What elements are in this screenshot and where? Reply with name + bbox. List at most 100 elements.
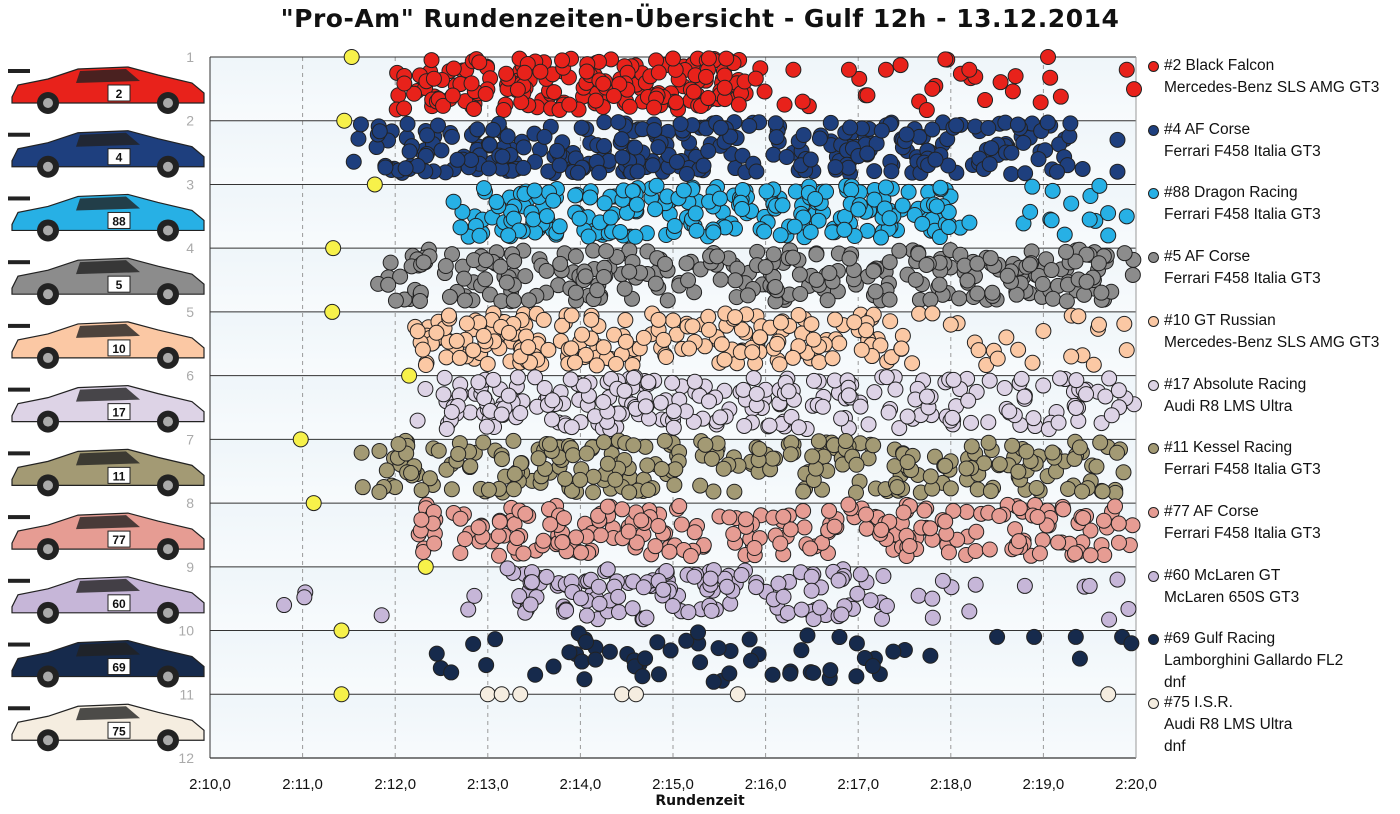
legend-marker xyxy=(1148,124,1159,136)
legend-entry-car: Mercedes-Benz SLS AMG GT3 xyxy=(1164,79,1380,96)
lap-point xyxy=(716,79,733,96)
lap-point xyxy=(840,496,857,513)
lap-point xyxy=(505,481,522,498)
lap-point xyxy=(785,61,802,78)
lap-point xyxy=(470,519,487,536)
lap-point xyxy=(859,87,876,104)
lap-point xyxy=(1118,342,1135,359)
legend-marker xyxy=(1148,61,1159,72)
lap-point xyxy=(827,311,844,328)
lap-point xyxy=(747,70,764,87)
lap-point xyxy=(807,190,824,207)
lap-point xyxy=(727,309,744,326)
lap-point xyxy=(525,211,542,228)
lap-point xyxy=(452,544,469,561)
lap-point xyxy=(686,524,703,541)
lap-point xyxy=(296,589,313,606)
lap-point xyxy=(742,652,759,669)
lap-point xyxy=(989,628,1006,645)
lap-point xyxy=(769,335,786,352)
lap-point xyxy=(744,344,761,361)
lap-point xyxy=(901,538,918,555)
lap-point xyxy=(377,159,394,176)
lap-point xyxy=(470,374,487,391)
lap-point xyxy=(891,242,908,259)
lap-point xyxy=(931,276,948,293)
lap-point xyxy=(481,136,498,153)
lap-point xyxy=(512,405,529,422)
lap-point xyxy=(544,411,561,428)
lap-point xyxy=(737,511,754,528)
lap-point xyxy=(961,603,978,620)
car-hub xyxy=(163,98,173,108)
lap-point xyxy=(934,572,951,589)
lap-point xyxy=(1052,370,1069,387)
lap-point xyxy=(726,483,743,500)
lap-point xyxy=(541,436,558,453)
lap-point xyxy=(444,87,461,104)
lap-point xyxy=(582,189,599,206)
lap-point xyxy=(931,229,948,246)
lap-point xyxy=(627,228,644,245)
car-number-plate xyxy=(107,148,131,166)
lap-point xyxy=(734,200,751,217)
lap-point xyxy=(775,588,792,605)
car-number: 17 xyxy=(112,406,126,420)
lap-point xyxy=(647,275,664,292)
lap-point xyxy=(767,278,784,295)
lap-point xyxy=(451,349,468,366)
lap-point xyxy=(867,283,884,300)
lap-point xyxy=(833,410,850,427)
lap-point xyxy=(664,597,681,614)
lap-point xyxy=(667,461,684,478)
lap-point xyxy=(735,381,752,398)
lap-point xyxy=(996,380,1013,397)
lap-point xyxy=(727,272,744,289)
lap-point xyxy=(646,122,663,139)
lap-point xyxy=(1123,635,1140,652)
lap-point xyxy=(948,117,965,134)
lap-point xyxy=(399,115,416,132)
lap-point xyxy=(633,512,650,529)
lap-point xyxy=(887,381,904,398)
lap-point xyxy=(477,252,494,269)
lap-point xyxy=(598,243,615,260)
car-wing xyxy=(8,196,30,201)
lap-point xyxy=(471,54,488,71)
lap-point xyxy=(477,85,494,102)
lap-point xyxy=(761,417,778,434)
lap-point xyxy=(1029,508,1046,525)
lap-point xyxy=(610,588,627,605)
lap-point xyxy=(602,209,619,226)
lap-point xyxy=(397,160,414,177)
lap-point xyxy=(940,544,957,561)
best-lap-marker xyxy=(333,686,350,703)
lap-point xyxy=(840,61,857,78)
lap-point xyxy=(475,434,492,451)
lap-point xyxy=(1035,323,1052,340)
lap-point xyxy=(924,609,941,626)
lap-point xyxy=(487,631,504,648)
lap-point xyxy=(562,371,579,388)
lap-point xyxy=(692,477,709,494)
lap-point xyxy=(910,245,927,262)
lap-point xyxy=(709,248,726,265)
lap-point xyxy=(1024,354,1041,371)
car-hub xyxy=(163,289,173,300)
lap-point xyxy=(588,357,605,374)
y-tick-label: 8 xyxy=(186,495,194,511)
lap-point xyxy=(1050,534,1067,551)
lap-point xyxy=(1018,443,1035,460)
lap-point xyxy=(1100,205,1117,222)
lap-point xyxy=(640,374,657,391)
lap-point xyxy=(578,445,595,462)
lap-point xyxy=(653,460,670,477)
lap-point xyxy=(516,64,533,81)
lap-point xyxy=(729,686,746,703)
lap-point xyxy=(866,384,883,401)
car-thumbnail-4: 4 xyxy=(8,130,205,178)
lap-point xyxy=(652,394,669,411)
lap-point xyxy=(634,668,651,685)
